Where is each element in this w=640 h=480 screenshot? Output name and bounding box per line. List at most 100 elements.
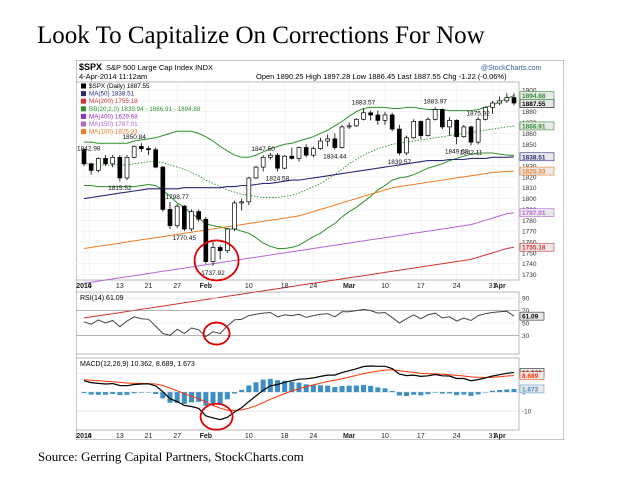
- macd-histogram-bar: [482, 392, 488, 393]
- price-x-tick-label: 31: [489, 283, 497, 290]
- price-x-tick-label: 13: [116, 283, 124, 290]
- macd-panel: -10010MACD(12,26,9) 10.362, 8.689, 1.673…: [76, 357, 545, 440]
- macd-x-tick-label: 18: [281, 433, 289, 440]
- macd-histogram-bar: [110, 392, 116, 394]
- price-y-tick-label: 1820: [522, 174, 537, 181]
- macd-value-badge-label: 8.689: [522, 373, 539, 380]
- candle-body: [468, 126, 474, 143]
- price-value-badge: [519, 242, 555, 252]
- legend-entry: BB(20,2.0) 1839.94 - 1866.91 - 1894.88: [89, 106, 201, 113]
- rsi-label: RSI(14) 61.09: [80, 295, 124, 302]
- price-annotation: 1849.63: [445, 148, 469, 155]
- macd-histogram-bar: [260, 379, 266, 393]
- macd-x-tick-label: 10: [245, 433, 253, 440]
- candle-body: [153, 149, 158, 168]
- macd-histogram-bar: [289, 381, 295, 393]
- price-value-badge-label: 1866.91: [522, 123, 546, 130]
- macd-x-tick-label: 27: [173, 433, 181, 440]
- legend-entry: MA(150) 1787.01: [89, 121, 138, 128]
- macd-histogram-bar: [203, 392, 209, 406]
- price-value-badge-label: 1825.33: [522, 169, 546, 176]
- macd-histogram-bar: [511, 388, 517, 393]
- macd-histogram-bar: [418, 392, 424, 396]
- slide-title: Look To Capitalize On Corrections For No…: [37, 22, 485, 49]
- candle-body: [475, 118, 481, 143]
- candle-body: [354, 118, 359, 127]
- price-y-tick-label: 1850: [522, 142, 537, 149]
- rsi-value-badge-label: 61.09: [522, 314, 539, 321]
- price-x-tick-label: 6: [88, 283, 92, 290]
- price-annotation: 1850.84: [122, 134, 146, 141]
- macd-histogram-bar: [95, 392, 101, 395]
- rsi-y-tick-label: 70: [522, 308, 530, 315]
- price-annotation: 1883.57: [352, 99, 376, 106]
- macd-histogram-bar: [353, 385, 359, 393]
- candle-body: [504, 97, 510, 102]
- candle-body: [225, 228, 230, 252]
- candle-body: [210, 247, 216, 262]
- price-x-tick-label: 10: [381, 283, 389, 290]
- price-plot-area: [76, 81, 520, 281]
- macd-histogram-bar: [274, 380, 281, 393]
- price-value-badge: [519, 121, 555, 131]
- macd-histogram-bar: [396, 392, 402, 396]
- price-y-tick-label: 1730: [522, 272, 537, 279]
- price-annotation: 1824.58: [266, 175, 290, 182]
- macd-histogram-bar: [174, 392, 180, 403]
- macd-histogram-bar: [454, 392, 460, 396]
- candle-body: [282, 155, 287, 169]
- price-y-tick-label: 1860: [522, 131, 537, 138]
- macd-histogram-bar: [382, 388, 388, 393]
- bollinger-lower-line: [84, 152, 515, 249]
- candle-body: [325, 138, 330, 142]
- price-value-badge-label: 1838.51: [522, 154, 546, 161]
- macd-histogram-bar: [489, 390, 496, 393]
- price-annotation: 1875.92: [466, 110, 490, 117]
- price-y-tick-label: 1780: [522, 218, 537, 225]
- candle-body: [332, 138, 338, 148]
- candle-body: [131, 146, 137, 158]
- price-value-badge-label: 1894.88: [522, 93, 546, 100]
- macd-histogram-bar: [217, 392, 223, 404]
- macd-histogram-bar: [317, 385, 324, 393]
- ma200-line: [83, 246, 515, 319]
- price-annotation: 1737.92: [201, 270, 225, 277]
- macd-histogram-bar: [389, 390, 395, 393]
- macd-histogram-bar: [332, 386, 338, 393]
- price-y-tick-label: 1880: [522, 109, 537, 116]
- candle-body: [260, 156, 266, 168]
- legend-swatch: [81, 121, 86, 127]
- macd-histogram-bar: [124, 392, 130, 395]
- price-y-tick-label: 1740: [522, 261, 537, 268]
- macd-histogram-bar: [310, 385, 316, 393]
- candle-body: [389, 114, 395, 130]
- candle-body: [339, 126, 345, 148]
- candle-body: [511, 97, 517, 104]
- price-y-tick-label: 1900: [522, 88, 537, 95]
- price-annotation: 1842.11: [459, 149, 482, 156]
- price-y-tick-label: 1810: [522, 185, 537, 192]
- legend-swatch: [81, 113, 86, 119]
- candle-body: [404, 137, 409, 154]
- macd-histogram-bar: [153, 392, 159, 394]
- macd-histogram-bar: [231, 392, 238, 394]
- macd-plot-area: [76, 357, 520, 431]
- legend-entry: MA(50) 1838.51: [89, 91, 135, 98]
- price-annotation: 1839.57: [388, 159, 412, 166]
- candle-body: [253, 166, 259, 179]
- price-value-badge: [519, 208, 555, 217]
- macd-histogram-bar: [145, 392, 152, 393]
- macd-histogram-bar: [425, 392, 431, 395]
- rsi-line: [83, 308, 515, 338]
- ma100-line: [83, 170, 515, 249]
- price-x-tick-label: 10: [245, 283, 253, 290]
- macd-histogram-bar: [446, 392, 453, 394]
- candle-body: [411, 121, 416, 139]
- candle-body: [117, 156, 123, 179]
- price-x-tick-label: Mar: [343, 283, 356, 290]
- candle-body: [232, 202, 237, 230]
- candle-body: [81, 149, 87, 165]
- candle-body: [461, 126, 467, 138]
- candle-body: [447, 120, 452, 128]
- macd-x-tick-label: 10: [381, 433, 389, 440]
